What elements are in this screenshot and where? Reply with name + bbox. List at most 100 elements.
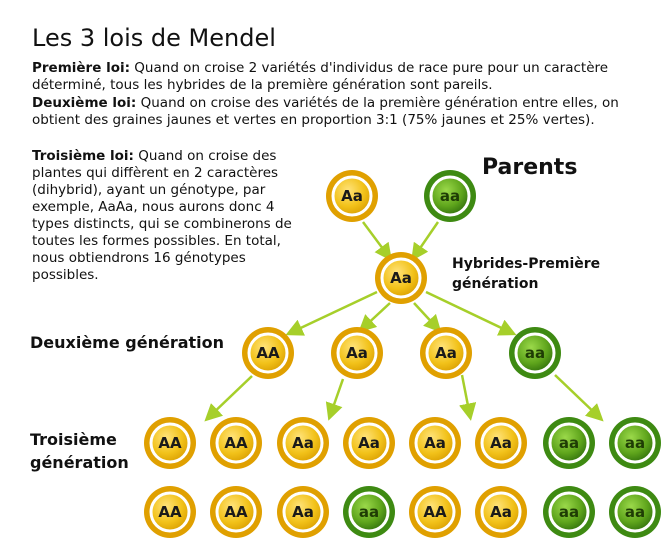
ball-core	[480, 491, 522, 533]
genotype-label: AA	[158, 434, 182, 452]
ball-core	[149, 422, 191, 464]
gen3-row2-aa-ball: aa	[609, 486, 661, 538]
ball-core	[331, 175, 373, 217]
genotype-label: AA	[423, 503, 447, 521]
third-law-heading: Troisième loi:	[32, 148, 134, 164]
genotype-label: aa	[559, 434, 579, 452]
ball-core	[247, 332, 289, 374]
ball-core	[336, 332, 378, 374]
hybrids-label-line2: génération	[452, 276, 539, 292]
first-law-text: Quand on croise 2 variétés d'individus d…	[32, 60, 609, 93]
gen3-row1-aa-ball: AA	[144, 417, 196, 469]
genotype-label: AA	[224, 434, 248, 452]
gen3-row1-aa-ball: Aa	[277, 417, 329, 469]
genotype-label: Aa	[346, 344, 368, 362]
ball-core	[282, 422, 324, 464]
ball-core	[348, 491, 390, 533]
parents-label: Parents	[482, 155, 578, 180]
genotype-label: AA	[158, 503, 182, 521]
genotype-label: aa	[625, 503, 645, 521]
ball-core	[548, 422, 590, 464]
ball-core	[282, 491, 324, 533]
gen3-row2-aa-ball: AA	[409, 486, 461, 538]
parents-aa-ball: aa	[424, 170, 476, 222]
ball-core	[429, 175, 471, 217]
genotype-label: aa	[625, 434, 645, 452]
third-law-text: Quand on croise des plantes qui diffèren…	[32, 148, 292, 283]
genotype-label: AA	[256, 344, 280, 362]
gen2-aa-ball: AA	[242, 327, 294, 379]
genotype-label: Aa	[341, 187, 363, 205]
parents-aa-ball: Aa	[326, 170, 378, 222]
ball-core	[380, 257, 422, 299]
gen2-aa-ball: Aa	[331, 327, 383, 379]
gen2-aa-ball: Aa	[420, 327, 472, 379]
ball-core	[425, 332, 467, 374]
inheritance-arrow	[204, 375, 253, 422]
gen3-row2-aa-ball: AA	[144, 486, 196, 538]
third-generation-label-line1: Troisième	[30, 430, 117, 449]
page-title: Les 3 lois de Mendel	[32, 24, 276, 52]
gen3-row1-aa-ball: aa	[609, 417, 661, 469]
second-law-heading: Deuxième loi:	[32, 95, 137, 111]
genotype-label: aa	[440, 187, 460, 205]
ball-core	[548, 491, 590, 533]
first-law-heading: Première loi:	[32, 60, 131, 76]
ball-core	[614, 422, 656, 464]
gen3-row1-aa-ball: Aa	[475, 417, 527, 469]
ball-core	[215, 491, 257, 533]
inheritance-arrow	[411, 221, 440, 262]
ball-core	[414, 491, 456, 533]
gen3-row2-aa-ball: AA	[210, 486, 262, 538]
gen3-row1-aa-ball: Aa	[343, 417, 395, 469]
third-generation-label-line2: génération	[30, 453, 129, 472]
gen1-aa-ball: Aa	[375, 252, 427, 304]
second-law-text: Quand on croise des variétés de la premi…	[32, 95, 619, 128]
hybrids-first-generation-label: Hybrides-Première génération	[452, 254, 600, 294]
gen3-row2-aa-ball: aa	[543, 486, 595, 538]
second-generation-label: Deuxième génération	[30, 333, 225, 352]
ball-core	[614, 491, 656, 533]
ball-core	[215, 422, 257, 464]
hybrids-label-line1: Hybrides-Première	[452, 256, 601, 272]
genotype-label: Aa	[490, 434, 512, 452]
gen2-aa-ball: aa	[509, 327, 561, 379]
inheritance-arrow	[358, 302, 391, 333]
genotype-label: Aa	[490, 503, 512, 521]
inheritance-arrow	[413, 302, 442, 333]
genotype-label: aa	[359, 503, 379, 521]
gen3-row2-aa-ball: Aa	[475, 486, 527, 538]
gen3-row2-aa-ball: Aa	[277, 486, 329, 538]
third-generation-label: Troisième génération	[30, 428, 129, 474]
first-law-paragraph: Première loi: Quand on croise 2 variétés…	[32, 60, 654, 94]
ball-core	[348, 422, 390, 464]
genotype-label: Aa	[390, 269, 412, 287]
arrows-layer	[204, 221, 604, 422]
gen3-row1-aa-ball: AA	[210, 417, 262, 469]
inheritance-arrow	[459, 374, 477, 421]
inheritance-arrow	[361, 221, 392, 262]
inheritance-arrow	[425, 290, 517, 336]
genotype-label: Aa	[435, 344, 457, 362]
third-law-paragraph: Troisième loi: Quand on croise des plant…	[32, 148, 314, 284]
genotype-label: Aa	[424, 434, 446, 452]
inheritance-arrow	[325, 378, 345, 421]
genotype-label: Aa	[292, 503, 314, 521]
genotype-label: aa	[559, 503, 579, 521]
inheritance-arrow	[285, 290, 378, 336]
gen3-row2-aa-ball: aa	[343, 486, 395, 538]
genotype-label: aa	[525, 344, 545, 362]
ball-core	[480, 422, 522, 464]
gen3-row1-aa-ball: Aa	[409, 417, 461, 469]
genotype-label: AA	[224, 503, 248, 521]
ball-core	[414, 422, 456, 464]
genotype-label: Aa	[358, 434, 380, 452]
ball-core	[149, 491, 191, 533]
genotype-label: Aa	[292, 434, 314, 452]
gen3-row1-aa-ball: aa	[543, 417, 595, 469]
inheritance-arrow	[554, 374, 604, 422]
second-law-paragraph: Deuxième loi: Quand on croise des variét…	[32, 95, 654, 129]
balls-layer: Aa aa Aa AA Aa Aa aa AA AA Aa Aa Aa Aa aa aa AA AA Aa aa AA…	[144, 170, 661, 538]
